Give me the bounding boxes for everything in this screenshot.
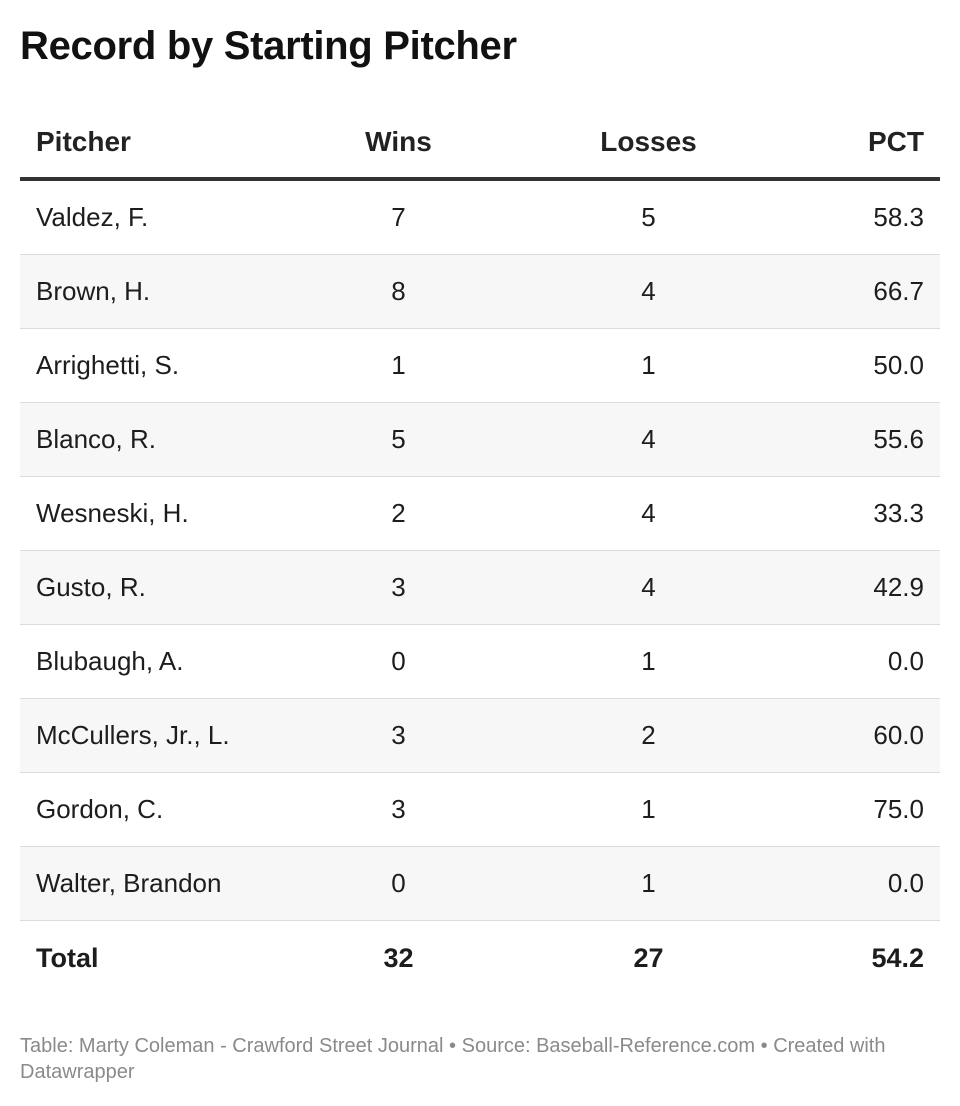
cell-pct: 66.7 [873,276,924,306]
cell-pitcher: Brown, H. [36,276,151,306]
table-row: Valdez, F. 7 5 58.3 [20,181,940,255]
column-header-pct[interactable]: PCT [868,126,924,157]
table-row: Walter, Brandon 0 1 0.0 [20,847,940,921]
source-footer: Table: Marty Coleman - Crawford Street J… [20,1035,886,1083]
cell-pitcher: Blanco, R. [36,424,156,454]
data-table: Pitcher Wins Losses PCT Valdez, F. 7 5 5… [20,107,940,995]
cell-losses: 4 [641,498,656,528]
cell-pitcher: McCullers, Jr., L. [36,720,230,750]
cell-losses: 2 [641,720,656,750]
table-row: Wesneski, H. 2 4 33.3 [20,477,940,551]
table-row: Gusto, R. 3 4 42.9 [20,551,940,625]
cell-wins: 1 [391,350,406,380]
cell-wins: 5 [391,424,406,454]
cell-wins: 3 [391,572,406,602]
cell-pct: 55.6 [873,424,924,454]
cell-wins: 3 [391,794,406,824]
cell-pitcher: Wesneski, H. [36,498,189,528]
cell-pitcher: Walter, Brandon [36,868,222,898]
cell-pct: 33.3 [873,498,924,528]
cell-pct: 50.0 [873,350,924,380]
cell-pitcher: Arrighetti, S. [36,350,180,380]
cell-losses: 4 [641,572,656,602]
cell-pitcher: Blubaugh, A. [36,646,184,676]
cell-pct: 0.0 [887,868,924,898]
cell-wins: 0 [391,868,406,898]
cell-wins: 3 [391,720,406,750]
page-title: Record by Starting Pitcher [20,24,517,68]
table-row: Blanco, R. 5 4 55.6 [20,403,940,477]
cell-pct: 42.9 [873,572,924,602]
cell-wins: 8 [391,276,406,306]
total-pct: 54.2 [871,942,924,973]
table-total-row: Total 32 27 54.2 [20,921,940,995]
column-header-pitcher[interactable]: Pitcher [36,126,131,157]
cell-losses: 1 [641,868,656,898]
total-wins: 32 [383,942,414,973]
table-row: McCullers, Jr., L. 3 2 60.0 [20,699,940,773]
cell-wins: 0 [391,646,406,676]
cell-pct: 60.0 [873,720,924,750]
cell-wins: 2 [391,498,406,528]
cell-pitcher: Gusto, R. [36,572,146,602]
cell-losses: 1 [641,646,656,676]
cell-losses: 5 [641,202,656,232]
table-row: Blubaugh, A. 0 1 0.0 [20,625,940,699]
total-label: Total [36,942,99,973]
cell-losses: 1 [641,794,656,824]
column-header-losses[interactable]: Losses [600,126,697,157]
cell-losses: 4 [641,276,656,306]
cell-wins: 7 [391,202,406,232]
cell-pct: 58.3 [873,202,924,232]
cell-pct: 0.0 [887,646,924,676]
cell-losses: 1 [641,350,656,380]
cell-pitcher: Gordon, C. [36,794,164,824]
table-row: Gordon, C. 3 1 75.0 [20,773,940,847]
table-row: Brown, H. 8 4 66.7 [20,255,940,329]
cell-pitcher: Valdez, F. [36,202,149,232]
column-header-wins[interactable]: Wins [365,126,432,157]
cell-pct: 75.0 [873,794,924,824]
table-row: Arrighetti, S. 1 1 50.0 [20,329,940,403]
total-losses: 27 [633,942,664,973]
table-header-row: Pitcher Wins Losses PCT [20,107,940,181]
cell-losses: 4 [641,424,656,454]
